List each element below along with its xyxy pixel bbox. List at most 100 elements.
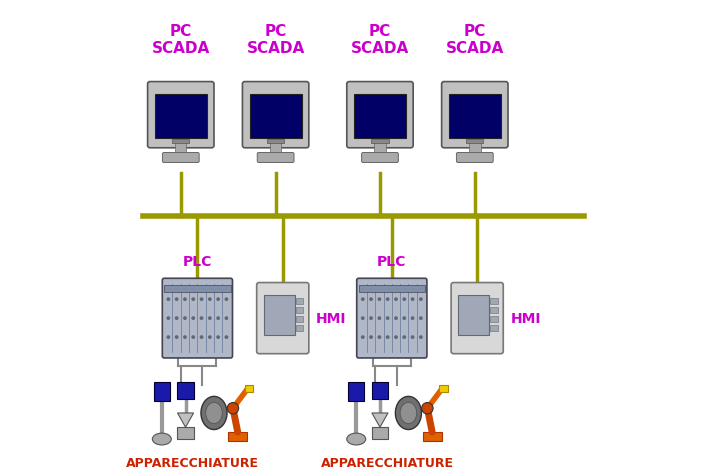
Circle shape [361,336,365,339]
Circle shape [402,317,406,320]
Bar [490,326,497,332]
Bar [296,307,303,313]
Bar [267,140,284,144]
Bar [245,385,253,392]
Circle shape [167,317,170,320]
Bar [490,307,497,313]
Circle shape [369,317,373,320]
Circle shape [200,317,204,320]
Circle shape [419,336,423,339]
Circle shape [217,317,220,320]
Circle shape [167,336,170,339]
FancyBboxPatch shape [257,283,309,354]
Circle shape [386,336,390,339]
Bar [449,95,500,139]
Circle shape [175,298,178,301]
Circle shape [378,317,381,320]
Ellipse shape [347,433,366,445]
Bar [372,382,388,399]
Text: APPARECCHIATURE: APPARECCHIATURE [126,456,259,469]
Bar [354,95,406,139]
Ellipse shape [396,397,422,430]
Bar [371,140,388,144]
Bar [175,143,186,155]
Circle shape [419,317,423,320]
Circle shape [394,317,398,320]
Bar [490,317,497,322]
Circle shape [183,336,187,339]
Bar [296,317,303,322]
Bar [458,295,489,335]
Text: HMI: HMI [316,311,347,326]
FancyBboxPatch shape [147,82,214,149]
Circle shape [369,336,373,339]
Circle shape [361,317,365,320]
Text: PC
SCADA: PC SCADA [351,23,409,56]
Circle shape [386,317,390,320]
Circle shape [208,336,212,339]
Circle shape [175,336,178,339]
Circle shape [225,317,228,320]
Bar [439,385,448,392]
Bar [164,286,230,292]
FancyBboxPatch shape [456,153,493,163]
FancyBboxPatch shape [347,82,413,149]
Bar [490,298,497,304]
Ellipse shape [400,402,417,424]
Bar [359,286,425,292]
Circle shape [167,298,170,301]
Bar [250,95,302,139]
Circle shape [208,298,212,301]
Circle shape [208,317,212,320]
Circle shape [217,336,220,339]
Circle shape [386,298,390,301]
Text: PC
SCADA: PC SCADA [445,23,504,56]
Circle shape [422,403,433,414]
Circle shape [200,336,204,339]
FancyBboxPatch shape [451,283,503,354]
FancyBboxPatch shape [162,278,232,358]
Circle shape [369,298,373,301]
Circle shape [191,317,195,320]
Bar [270,143,282,155]
Bar [374,143,386,155]
Circle shape [183,298,187,301]
Bar [296,326,303,332]
FancyBboxPatch shape [362,153,399,163]
Ellipse shape [201,397,227,430]
Polygon shape [178,413,193,427]
Ellipse shape [152,433,171,445]
Text: PLC: PLC [183,255,212,269]
Text: APPARECCHIATURE: APPARECCHIATURE [321,456,453,469]
FancyBboxPatch shape [257,153,294,163]
FancyBboxPatch shape [442,82,508,149]
FancyBboxPatch shape [357,278,427,358]
Circle shape [411,298,414,301]
Circle shape [183,317,187,320]
Bar [348,382,365,401]
Circle shape [191,298,195,301]
Circle shape [402,336,406,339]
Circle shape [394,298,398,301]
Bar [155,95,206,139]
Bar [466,140,483,144]
Circle shape [411,317,414,320]
Bar [296,298,303,304]
Circle shape [175,317,178,320]
Circle shape [225,336,228,339]
Bar [469,143,481,155]
Circle shape [217,298,220,301]
Circle shape [200,298,204,301]
Text: PC
SCADA: PC SCADA [152,23,210,56]
Bar [264,295,295,335]
Text: HMI: HMI [510,311,541,326]
Polygon shape [372,413,388,427]
FancyBboxPatch shape [162,153,199,163]
Circle shape [361,298,365,301]
Text: PC
SCADA: PC SCADA [246,23,305,56]
Circle shape [411,336,414,339]
Bar [422,432,442,441]
Circle shape [394,336,398,339]
Circle shape [378,298,381,301]
FancyBboxPatch shape [243,82,309,149]
